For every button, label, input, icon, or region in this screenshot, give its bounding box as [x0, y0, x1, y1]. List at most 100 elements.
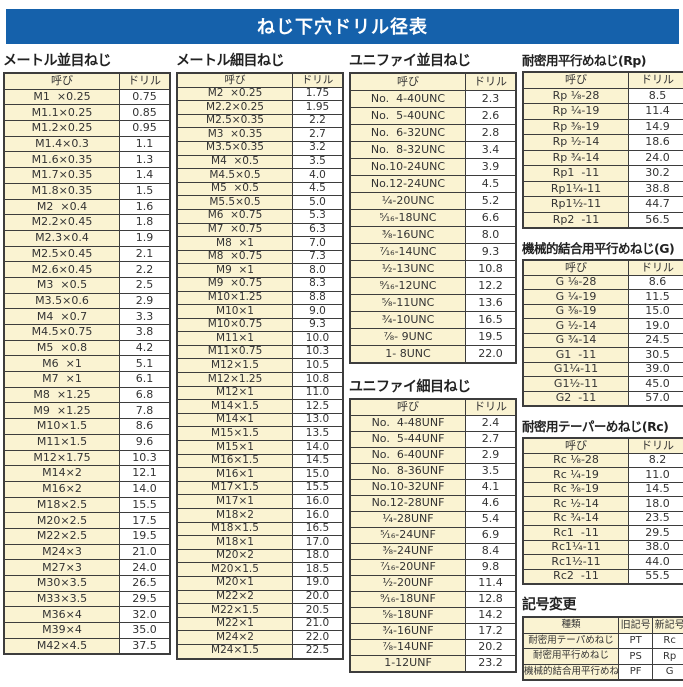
- drill-size-cell: 7.8: [120, 403, 171, 419]
- column-header: ドリル: [629, 260, 683, 275]
- thread-size-cell: M42×4.5: [4, 638, 120, 654]
- thread-size-cell: No. 6-40UNF: [350, 448, 466, 464]
- column-header: ドリル: [293, 73, 344, 87]
- thread-size-cell: M18×2.5: [4, 497, 120, 513]
- thread-size-cell: No. 6-32UNC: [350, 125, 466, 142]
- drill-size-cell: 35.0: [120, 623, 171, 639]
- thread-size-cell: ⁵⁄₈-18UNF: [350, 608, 466, 624]
- drill-size-cell: 15.5: [293, 481, 344, 495]
- drill-size-cell: 3.9: [466, 159, 517, 176]
- drill-size-cell: 39.0: [629, 362, 683, 377]
- thread-size-cell: Rp2 -11: [523, 212, 629, 228]
- drill-size-cell: 9.3: [293, 318, 344, 332]
- drill-size-cell: 11.4: [629, 104, 683, 120]
- unified-fine-title: ユニファイ細目ねじ: [349, 376, 517, 396]
- thread-size-cell: M2.2×0.25: [177, 101, 293, 115]
- drill-size-cell: 11.4: [466, 576, 517, 592]
- drill-size-cell: 10.3: [293, 345, 344, 359]
- thread-size-cell: M12×1.25: [177, 373, 293, 387]
- thread-size-cell: ¹⁄₄-20UNC: [350, 193, 466, 210]
- thread-size-cell: G ¹⁄₈-28: [523, 275, 629, 290]
- thread-size-cell: No. 8-32UNC: [350, 142, 466, 159]
- drill-size-cell: 12.8: [466, 592, 517, 608]
- drill-size-cell: 19.0: [629, 319, 683, 334]
- thread-size-cell: G1¹⁄₂-11: [523, 377, 629, 392]
- drill-size-cell: 0.85: [120, 105, 171, 121]
- drill-size-cell: 2.5: [120, 277, 171, 293]
- drill-size-cell: 26.5: [120, 576, 171, 592]
- thread-size-cell: M3 ×0.35: [177, 128, 293, 142]
- drill-size-cell: 20.0: [293, 590, 344, 604]
- thread-size-cell: ⁹⁄₁₆-12UNC: [350, 278, 466, 295]
- thread-size-cell: Rc ¹⁄₄-19: [523, 468, 629, 483]
- drill-size-cell: 22.0: [466, 346, 517, 364]
- thread-size-cell: M16×2: [4, 481, 120, 497]
- thread-size-cell: ⁷⁄₁₆-20UNF: [350, 560, 466, 576]
- thread-size-cell: M9 ×0.75: [177, 277, 293, 291]
- thread-size-cell: M14×1: [177, 413, 293, 427]
- thread-size-cell: M4 ×0.5: [177, 155, 293, 169]
- thread-size-cell: M2.3×0.4: [4, 230, 120, 246]
- thread-size-cell: M9 ×1.25: [4, 403, 120, 419]
- drill-size-cell: 8.3: [293, 277, 344, 291]
- thread-size-cell: M33×3.5: [4, 591, 120, 607]
- header-row: 種類旧記号新記号: [523, 617, 683, 633]
- thread-size-cell: ³⁄₈-16UNC: [350, 227, 466, 244]
- drill-size-cell: 9.6: [120, 434, 171, 450]
- thread-size-cell: M8 ×0.75: [177, 250, 293, 264]
- thread-size-cell: M2.5×0.35: [177, 114, 293, 128]
- thread-size-cell: Rc1¹⁄₂-11: [523, 555, 629, 570]
- thread-size-cell: ⁷⁄₈- 9UNC: [350, 329, 466, 346]
- drill-size-cell: 24.0: [629, 150, 683, 166]
- drill-size-cell: 44.0: [629, 555, 683, 570]
- drill-size-cell: 19.5: [120, 528, 171, 544]
- thread-size-cell: G ¹⁄₄-19: [523, 290, 629, 305]
- drill-size-cell: 8.6: [629, 275, 683, 290]
- drill-size-cell: 13.6: [466, 295, 517, 312]
- drill-size-cell: 10.0: [293, 332, 344, 346]
- thread-size-cell: No.10-32UNF: [350, 480, 466, 496]
- thread-size-cell: M18×1.5: [177, 522, 293, 536]
- drill-size-cell: 10.8: [466, 261, 517, 278]
- drill-size-cell: 8.2: [629, 453, 683, 468]
